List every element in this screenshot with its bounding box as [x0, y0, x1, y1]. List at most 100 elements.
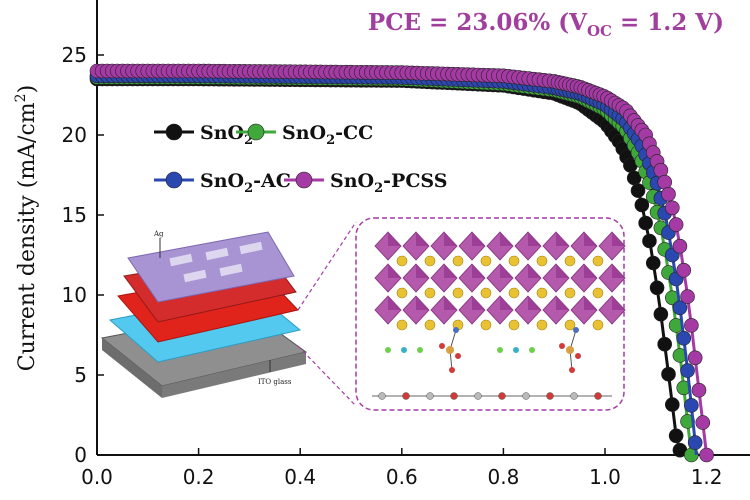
- pce-annotation-sub: OC: [587, 22, 612, 40]
- ion-atom: [529, 347, 535, 353]
- ion-atom: [513, 347, 519, 353]
- cation-atom: [424, 319, 436, 331]
- data-point: [687, 350, 703, 366]
- sno2-chain: [378, 392, 602, 400]
- data-point: [661, 186, 676, 202]
- y-tick-label: 10: [62, 283, 87, 307]
- oxygen-atom: [546, 392, 554, 400]
- data-point: [665, 397, 680, 412]
- octahedron-facet: [388, 232, 401, 246]
- legend-marker: [165, 171, 183, 189]
- octahedron-facet: [584, 296, 597, 310]
- cation-atom: [480, 255, 492, 267]
- oxygen-atom: [449, 367, 455, 373]
- pce-annotation-text: PCE = 23.06% (V: [368, 9, 588, 36]
- octahedron-facet: [416, 232, 429, 246]
- cation-atom: [480, 319, 492, 331]
- ag-electrode-4: [183, 269, 207, 283]
- axis-ticks: 0.0 0.2 0.4 0.6 0.8 1.0 1.2 0 5 10 15 20 25: [62, 43, 723, 489]
- oxygen-atom: [575, 353, 581, 359]
- data-point: [672, 300, 688, 316]
- x-tick-label: 1.2: [691, 465, 723, 489]
- y-tick-label: 15: [62, 203, 87, 227]
- ion-atom: [385, 347, 391, 353]
- data-point: [645, 255, 661, 271]
- pce-annotation-end: = 1.2 V): [612, 9, 724, 36]
- octahedron-facet: [612, 296, 625, 310]
- data-point: [676, 262, 692, 278]
- octahedron-facet: [528, 232, 541, 246]
- data-point: [691, 382, 707, 398]
- legend-marker: [295, 171, 313, 189]
- data-point: [657, 336, 672, 352]
- cation-atom: [480, 287, 492, 299]
- octahedron-facet: [472, 232, 485, 246]
- cation-atom: [452, 255, 464, 267]
- tin-atom: [378, 392, 386, 400]
- oxygen-atom: [498, 392, 506, 400]
- legend-label: SnO2: [200, 122, 253, 148]
- y-tick-label: 20: [62, 123, 87, 147]
- data-point: [668, 428, 684, 444]
- cation-atom: [592, 255, 604, 267]
- data-point: [665, 200, 680, 216]
- cation-atom: [508, 287, 520, 299]
- legend-label: SnO2-AC: [200, 170, 291, 196]
- ion-atom: [401, 347, 407, 353]
- cation-atom: [592, 287, 604, 299]
- cation-atom: [508, 319, 520, 331]
- cation-atom: [536, 255, 548, 267]
- oxygen-atom: [594, 392, 602, 400]
- octahedron-facet: [416, 296, 429, 310]
- y-tick-label: 25: [62, 43, 87, 67]
- y-axis-label-text: Current density (mA/cm: [15, 102, 40, 371]
- octahedron-facet: [500, 296, 513, 310]
- octahedron-facet: [500, 232, 513, 246]
- y-axis-label-sup: 2: [13, 93, 29, 102]
- data-point: [680, 289, 695, 304]
- ag-electrode-5: [219, 263, 243, 277]
- octahedron-facet: [472, 296, 485, 310]
- data-point: [680, 363, 695, 378]
- nitrogen-atom: [453, 327, 459, 333]
- legend-label: SnO2-PCSS: [330, 170, 447, 196]
- oxygen-atom: [569, 367, 575, 373]
- x-tick-label: 0.6: [386, 465, 418, 489]
- octahedron-facet: [528, 296, 541, 310]
- octahedron-facet: [500, 264, 513, 278]
- octahedron-facet: [612, 264, 625, 278]
- perovskite-octahedra: [374, 231, 626, 331]
- ag-electrode-3: [239, 241, 263, 255]
- octahedron-facet: [584, 264, 597, 278]
- y-axis-label-end: ): [15, 85, 40, 94]
- data-point: [638, 215, 653, 231]
- oxygen-atom: [439, 343, 445, 349]
- zoom-connector-bottom: [297, 345, 357, 407]
- data-point: [687, 435, 703, 450]
- device-stack-inset: Ag ITO glass: [100, 230, 308, 398]
- interface-molecules: [385, 327, 581, 373]
- octahedron-facet: [556, 264, 569, 278]
- oxygen-atom: [402, 392, 410, 400]
- legend-label: SnO2-CC: [282, 122, 373, 148]
- y-tick-label: 0: [74, 443, 87, 467]
- data-point: [653, 306, 669, 322]
- data-point: [672, 238, 688, 254]
- tin-atom: [426, 392, 434, 400]
- legend: SnO2 SnO2-CC SnO2-AC SnO2-PCSS: [154, 122, 447, 196]
- cation-atom: [508, 255, 520, 267]
- tin-atom: [474, 392, 482, 400]
- cation-atom: [592, 319, 604, 331]
- x-tick-label: 0.8: [487, 465, 519, 489]
- data-point: [684, 318, 699, 333]
- cation-atom: [396, 287, 408, 299]
- data-point: [634, 197, 650, 213]
- x-tick-label: 0.4: [284, 465, 316, 489]
- octahedron-facet: [444, 232, 457, 246]
- series-curves: [89, 63, 714, 463]
- crystal-structure-inset: [355, 217, 626, 411]
- x-tick-label: 0.0: [81, 465, 113, 489]
- cation-atom: [396, 319, 408, 331]
- cation-atom: [536, 319, 548, 331]
